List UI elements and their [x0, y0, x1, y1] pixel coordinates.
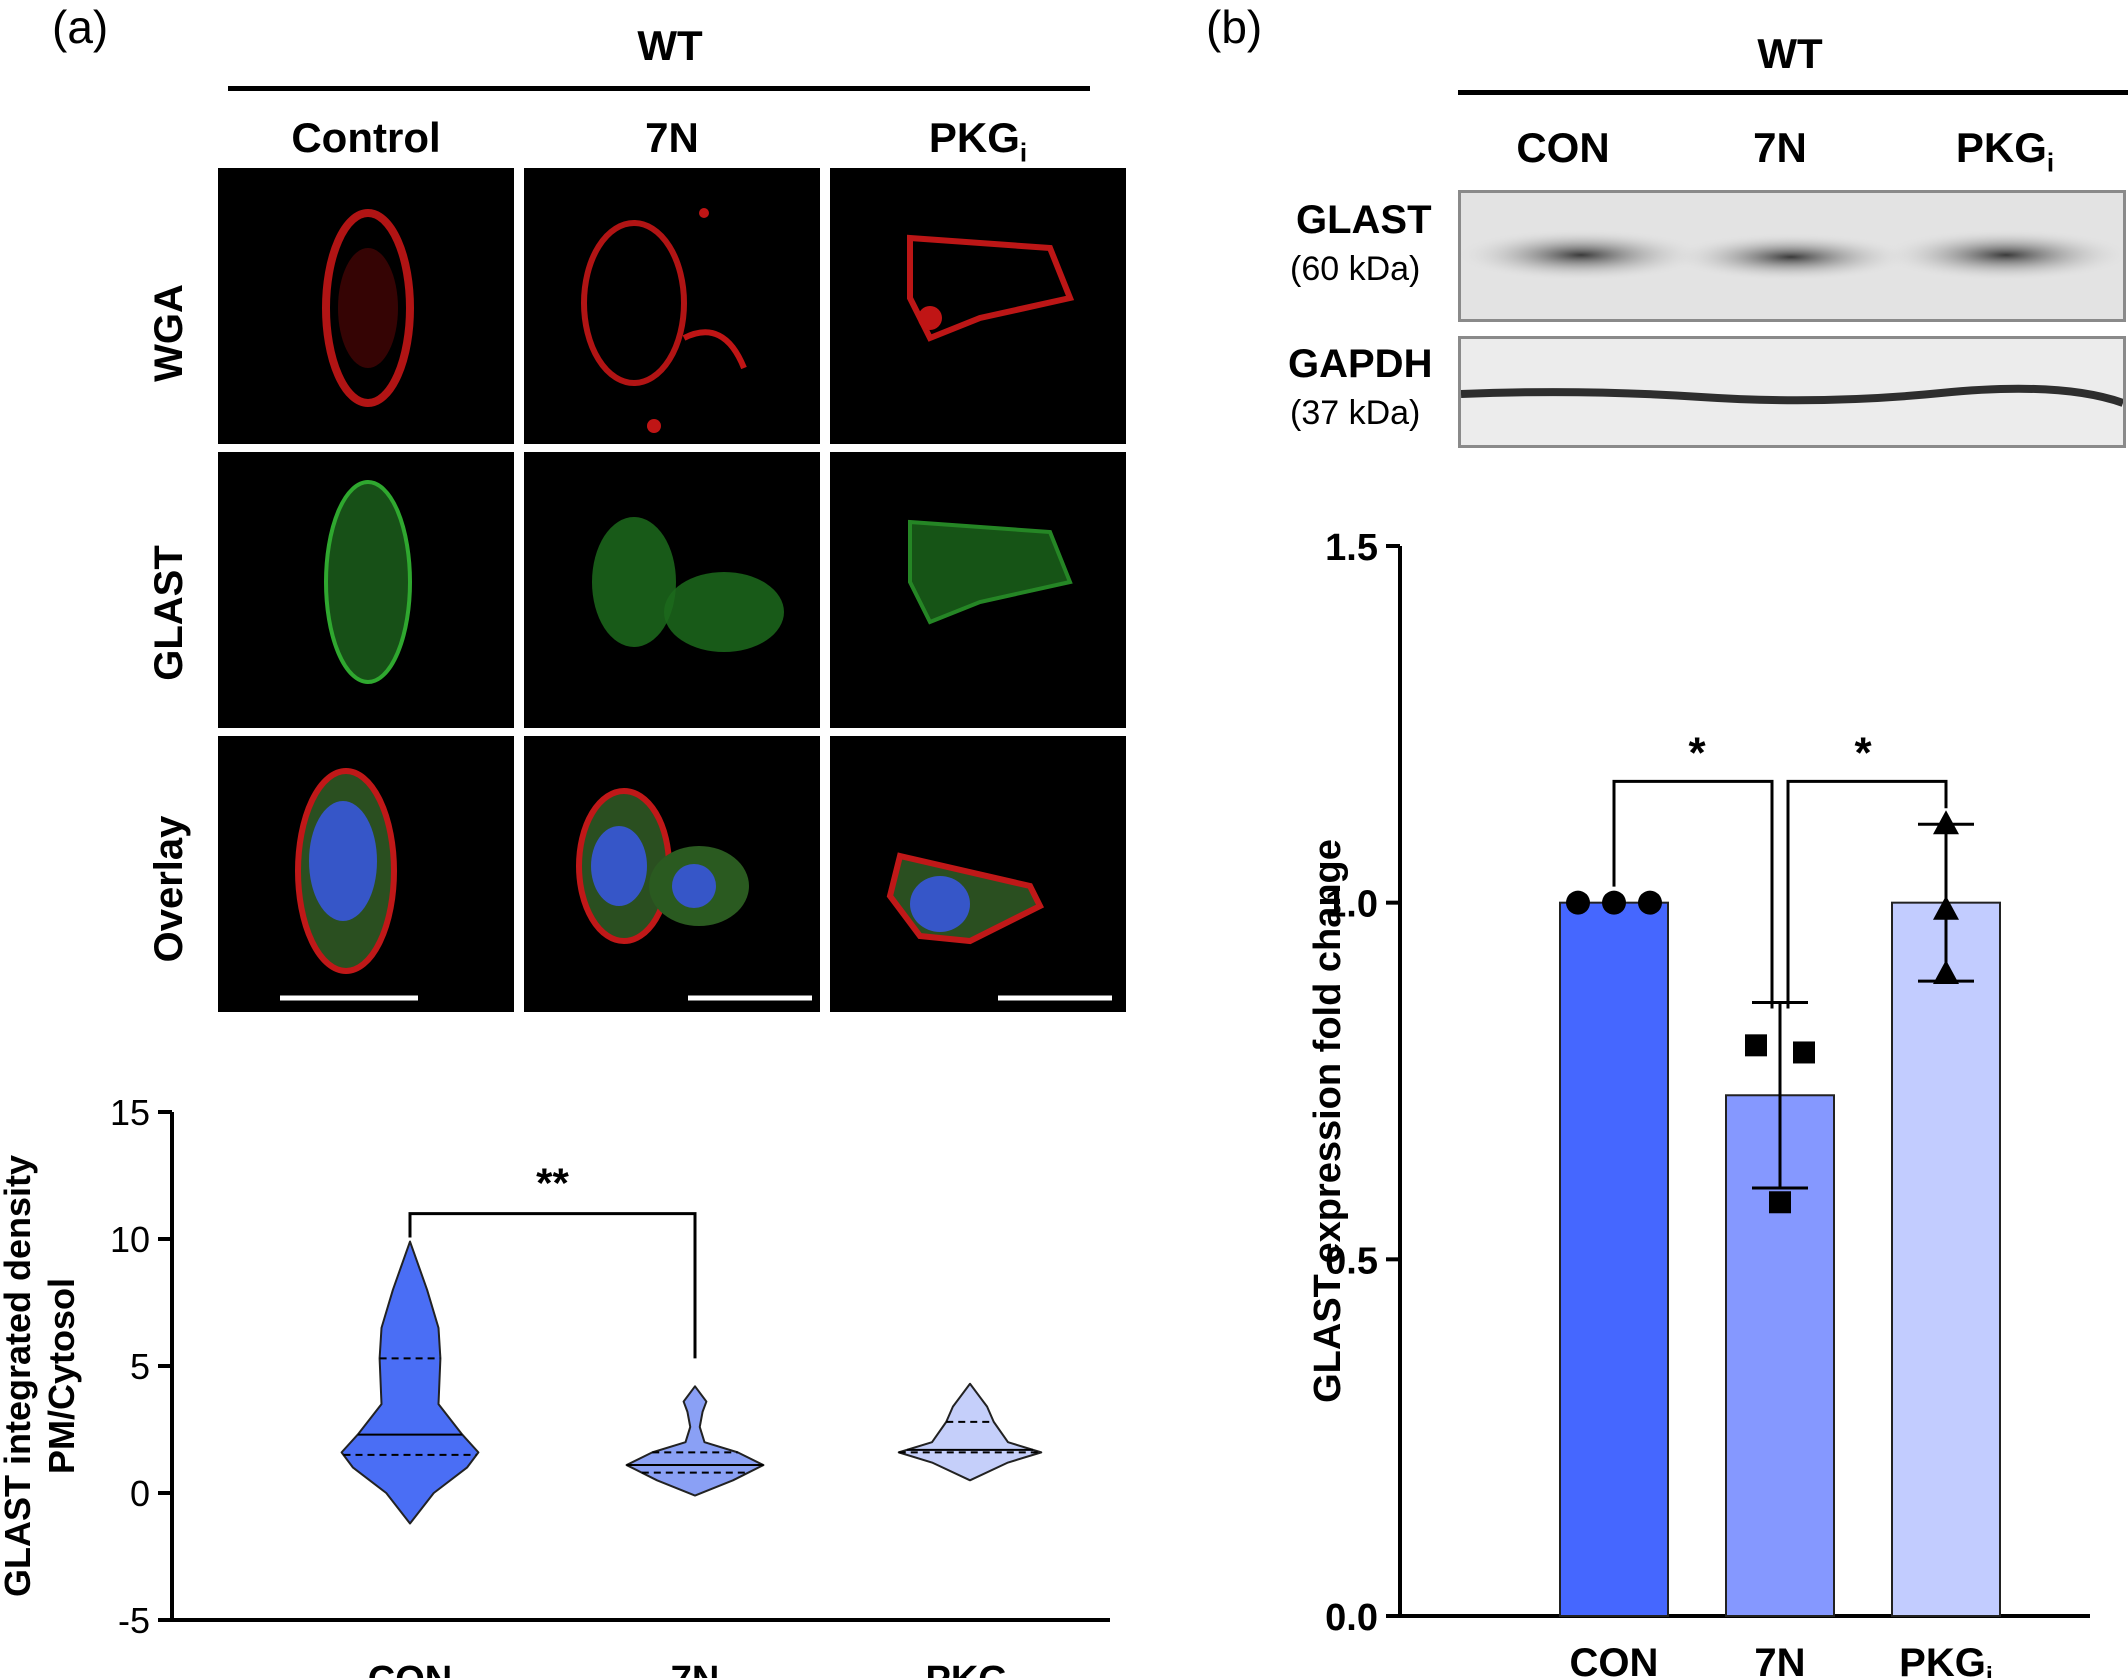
micrograph-overlay-pkgi — [830, 736, 1126, 1012]
panel-a-letter: (a) — [52, 1, 109, 53]
column-label-7n: 7N — [645, 114, 699, 161]
micrograph-overlay-control — [218, 736, 514, 1012]
x-tick-label: PKGi — [1899, 1641, 1993, 1678]
blot-size-gapdh: (37 kDa) — [1290, 394, 1421, 432]
micrograph-wga-7n — [524, 168, 820, 444]
y-axis-label: GLAST expression fold change — [1307, 839, 1349, 1403]
x-tick-label: CON — [1570, 1641, 1659, 1678]
violin-chart: -5 0 5 10 15 GLAST integrated densityPM/Cytos… — [0, 1092, 1110, 1678]
micrograph-glast-7n — [524, 452, 820, 728]
data-point — [1933, 810, 1959, 835]
micrograph-wga-pkgi — [830, 168, 1126, 444]
y-tick-label: 0 — [130, 1473, 150, 1514]
micrograph-overlay-7n — [524, 736, 820, 1012]
x-tick-label: 7N — [1754, 1641, 1805, 1678]
blot-image-gapdh — [1458, 336, 2126, 448]
bar-pkg — [1891, 901, 2001, 1617]
data-point — [1638, 890, 1662, 915]
row-label-overlay: Overlay — [147, 815, 191, 963]
bar-con — [1559, 901, 1669, 1617]
column-label-control: Control — [291, 114, 441, 161]
x-tick-label: CON — [368, 1659, 452, 1678]
panel-b-group-bar — [1458, 90, 2128, 95]
micrograph-glast-pkgi — [830, 452, 1126, 728]
panel-b-group-label: WT — [1757, 30, 1823, 77]
blot-size-glast: (60 kDa) — [1290, 250, 1421, 288]
significance-label: ** — [536, 1160, 569, 1207]
micrograph-wga-control — [218, 168, 514, 444]
row-label-wga: WGA — [147, 284, 191, 382]
y-tick-label: -5 — [118, 1600, 150, 1641]
significance-bracket — [1786, 779, 1948, 1009]
row-label-glast: GLAST — [147, 545, 191, 681]
x-tick-label: PKGi — [925, 1659, 1014, 1678]
blot-label-gapdh: GAPDH — [1288, 342, 1433, 386]
significance-label: * — [1688, 728, 1706, 777]
y-tick-label: 15 — [110, 1092, 150, 1133]
panel-b-letter: (b) — [1206, 1, 1263, 53]
data-point — [1933, 895, 1959, 920]
y-tick-label: 5 — [130, 1346, 150, 1387]
x-tick-label: 7N — [671, 1659, 720, 1678]
violin-pkg — [897, 1382, 1043, 1482]
data-point — [1933, 960, 1959, 984]
y-tick-label: 1.5 — [1325, 527, 1378, 569]
blot-column-con: CON — [1516, 124, 1610, 171]
y-tick-label: 1.0 — [1325, 884, 1378, 926]
blot-label-glast: GLAST — [1296, 198, 1432, 242]
data-point — [1769, 1191, 1791, 1214]
violin-con — [340, 1240, 480, 1525]
data-point — [1793, 1041, 1815, 1064]
significance-bracket — [1612, 779, 1774, 1009]
data-point — [1566, 890, 1590, 915]
significance-label: * — [1854, 728, 1872, 777]
data-point — [1602, 890, 1626, 915]
column-label-pkgi: PKGi — [928, 114, 1028, 168]
blot-image-glast — [1458, 190, 2126, 322]
blot-column-pkgi: PKGi — [1955, 124, 2055, 178]
violin-7n — [625, 1385, 765, 1497]
blot-column-7n: 7N — [1753, 124, 1807, 171]
y-tick-label: 0.5 — [1325, 1240, 1378, 1282]
panel-a-group-bar — [228, 86, 1090, 91]
bar-chart: 0.0 0.5 1.0 1.5 GLAST expression fold change… — [1307, 527, 2090, 1678]
panel-a-group-label: WT — [637, 22, 703, 69]
y-axis-label: GLAST integrated densityPM/Cytosol — [0, 1155, 82, 1597]
data-point — [1745, 1034, 1767, 1057]
micrograph-glast-control — [218, 452, 514, 728]
y-tick-label: 10 — [110, 1219, 150, 1260]
significance-bracket — [408, 1212, 697, 1359]
y-tick-label: 0.0 — [1325, 1597, 1378, 1639]
